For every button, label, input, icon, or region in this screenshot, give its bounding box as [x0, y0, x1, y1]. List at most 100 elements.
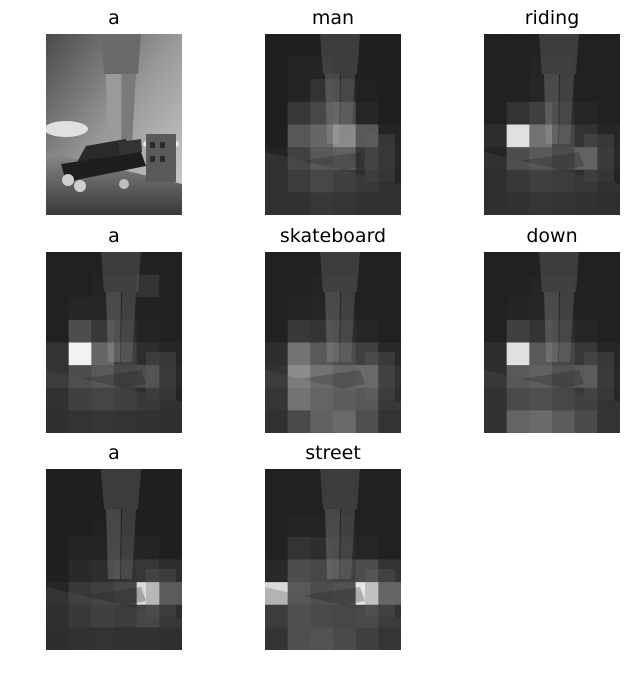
attention-cell	[597, 297, 620, 321]
attention-cell	[159, 319, 182, 344]
attention-cell	[574, 410, 598, 433]
attention-cell	[378, 410, 401, 433]
attention-cell	[114, 274, 138, 298]
attention-cell	[574, 34, 598, 58]
attention-cell	[552, 297, 576, 321]
attention-cell	[333, 342, 357, 366]
attention-cell	[91, 365, 115, 389]
attention-cell	[355, 56, 379, 80]
panel-title: a	[108, 442, 120, 464]
attention-cell	[574, 274, 598, 298]
scene-shape	[499, 152, 584, 182]
attention-cell	[378, 169, 401, 193]
scene-shape	[265, 370, 401, 433]
attention-cell	[136, 365, 160, 389]
attention-cell	[136, 604, 160, 628]
attention-cell	[114, 469, 138, 493]
attention-cell	[68, 342, 92, 366]
attention-cell	[91, 469, 115, 493]
attention-cell	[310, 101, 334, 126]
attention-cell	[265, 319, 289, 344]
attention-cell	[287, 124, 311, 148]
attention-cell	[355, 101, 379, 126]
attention-cell	[68, 319, 92, 344]
attention-cell	[552, 387, 576, 411]
attention-cell	[114, 536, 138, 561]
attention-cell	[68, 297, 92, 321]
attention-cell	[484, 192, 508, 215]
attention-cell	[529, 147, 553, 171]
attention-cell	[287, 559, 311, 583]
attention-cell	[333, 536, 357, 561]
attention-cell	[506, 252, 530, 276]
scene-shape	[146, 569, 176, 617]
attention-cell	[355, 536, 379, 561]
attention-cell	[287, 491, 311, 515]
attention-cell	[506, 297, 530, 321]
attention-cell	[91, 514, 115, 538]
attention-map	[484, 252, 620, 433]
attention-cell	[114, 252, 138, 276]
attention-cell	[378, 319, 401, 344]
attention-cell	[484, 297, 508, 321]
attention-cell	[355, 192, 379, 215]
attention-cell	[333, 410, 357, 433]
attention-cell	[91, 627, 115, 650]
attention-cell	[159, 365, 182, 389]
attention-cell	[114, 297, 138, 321]
attention-cell	[597, 34, 620, 58]
attention-cell	[506, 34, 530, 58]
attention-cell	[333, 559, 357, 583]
attention-cell	[529, 319, 553, 344]
attention-cell	[46, 469, 70, 493]
attention-cell	[114, 319, 138, 344]
attention-cell	[597, 319, 620, 344]
attention-cell	[333, 604, 357, 628]
attention-cell	[114, 582, 138, 606]
attention-cell	[91, 410, 115, 433]
attention-cell	[506, 79, 530, 103]
panel-title: down	[526, 225, 578, 247]
attention-cell	[552, 319, 576, 344]
attention-cell	[597, 124, 620, 148]
scene-shape	[46, 587, 182, 650]
attention-cell	[484, 169, 508, 193]
attention-cell	[46, 274, 70, 298]
attention-cell	[552, 169, 576, 193]
attention-cell	[68, 365, 92, 389]
scene-shape	[280, 587, 365, 617]
attention-cell	[159, 410, 182, 433]
attention-cell	[265, 297, 289, 321]
attention-cell	[310, 604, 334, 628]
attention-cell	[574, 387, 598, 411]
attention-cell	[310, 297, 334, 321]
attention-cell	[529, 252, 553, 276]
attention-cell	[506, 147, 530, 171]
attention-cell	[310, 274, 334, 298]
attention-cell	[378, 514, 401, 538]
attention-cell	[506, 410, 530, 433]
attention-cell	[333, 582, 357, 606]
attention-cell	[378, 101, 401, 126]
attention-cell	[333, 101, 357, 126]
attention-cell	[355, 627, 379, 650]
attention-cell	[355, 342, 379, 366]
attention-cell	[265, 252, 289, 276]
attention-cell	[46, 410, 70, 433]
attention-cell	[68, 604, 92, 628]
attention-cell	[310, 169, 334, 193]
attention-cell	[378, 469, 401, 493]
attention-cell	[46, 491, 70, 515]
scene-shape	[101, 252, 141, 292]
attention-cell	[484, 252, 508, 276]
attention-cell	[552, 56, 576, 80]
attention-cell	[136, 559, 160, 583]
attention-cell	[287, 274, 311, 298]
attention-cell	[310, 559, 334, 583]
attention-cell	[552, 34, 576, 58]
attention-cell	[355, 147, 379, 171]
attention-cell	[91, 491, 115, 515]
attention-cell	[529, 365, 553, 389]
attention-cell	[529, 192, 553, 215]
scene-silhouette	[265, 252, 401, 433]
